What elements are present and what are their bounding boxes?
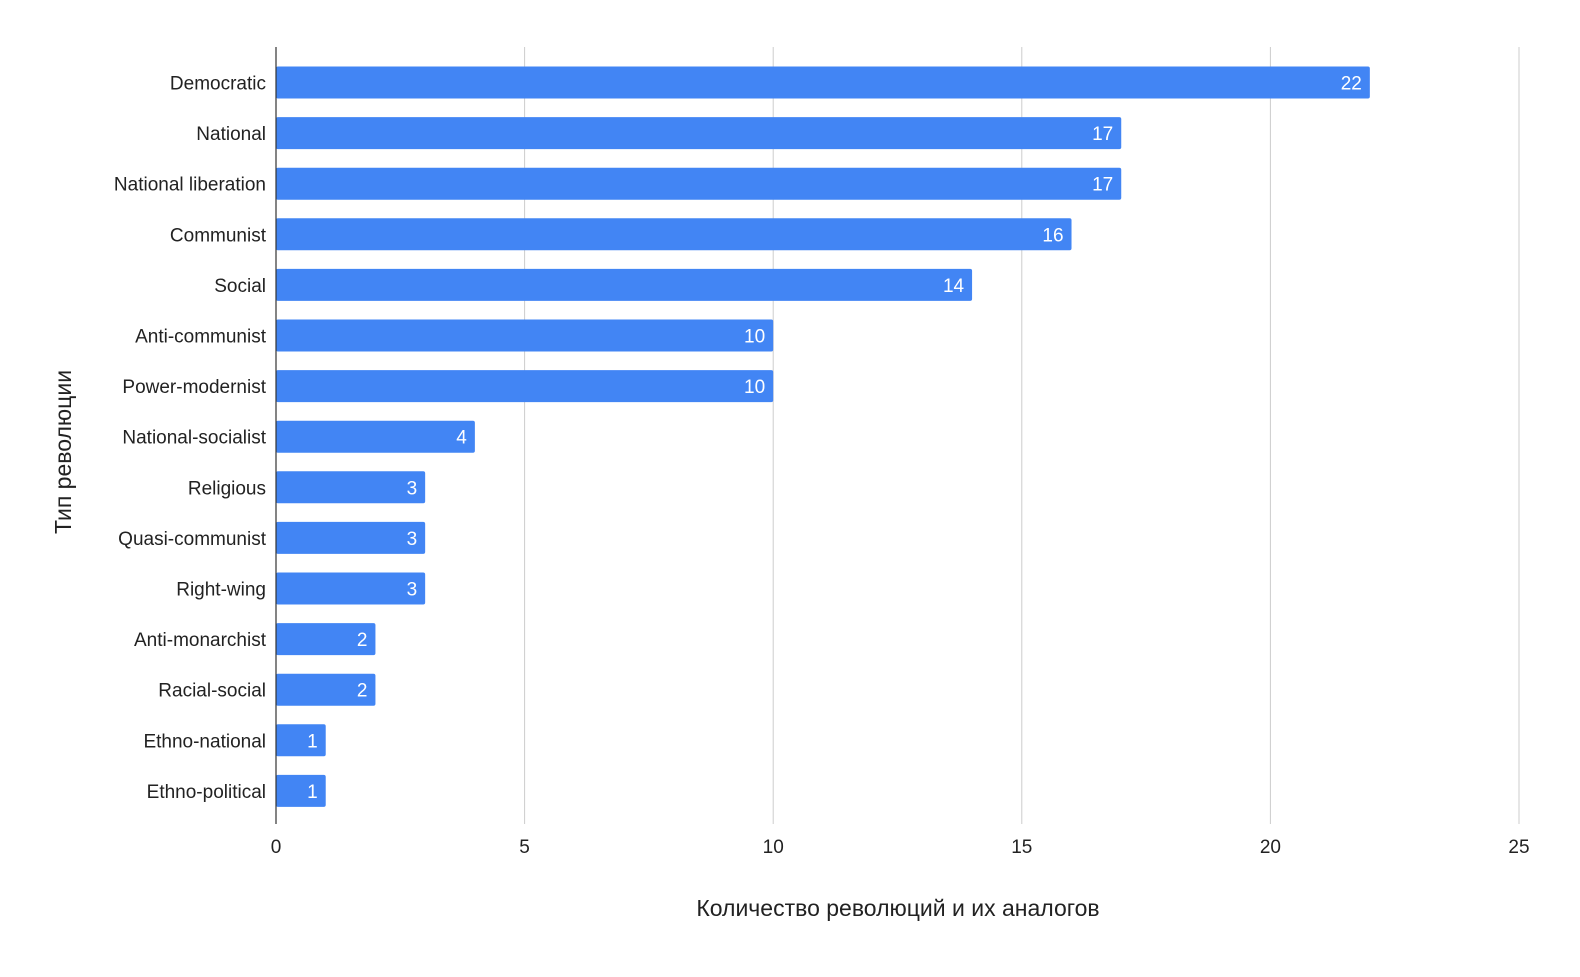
x-tick-label: 15 (1011, 837, 1032, 858)
bar (276, 420, 475, 453)
y-category-label: Ethno-political (147, 782, 266, 803)
x-tick-label: 5 (519, 837, 530, 858)
bar-value-label: 2 (357, 630, 368, 651)
bar (276, 167, 1122, 200)
bar (276, 218, 1072, 251)
bar-value-label: 4 (456, 428, 467, 449)
y-axis-title: Тип революции (50, 370, 76, 534)
y-category-label: National (196, 124, 266, 145)
bar (276, 724, 326, 757)
y-category-label: Racial-social (158, 681, 266, 702)
y-category-label: Communist (170, 225, 267, 246)
y-category-label: National liberation (114, 175, 266, 196)
bars (276, 66, 1370, 807)
bar-value-label: 10 (744, 327, 765, 348)
bar (276, 268, 973, 301)
y-category-label: Power-modernist (122, 377, 266, 398)
bar-value-label: 1 (307, 731, 318, 752)
x-tick-label: 25 (1508, 837, 1529, 858)
bar-value-label: 1 (307, 782, 318, 803)
y-category-label: Social (214, 276, 266, 297)
bar-value-label: 10 (744, 377, 765, 398)
y-category-label: Anti-communist (135, 327, 267, 348)
y-category-label: Right-wing (176, 580, 266, 601)
x-tick-label: 0 (271, 837, 282, 858)
bar-value-label: 16 (1042, 225, 1063, 246)
bar (276, 774, 326, 807)
bar (276, 623, 376, 656)
bar (276, 673, 376, 706)
bar-value-label: 17 (1092, 124, 1113, 145)
y-category-label: Democratic (170, 74, 266, 95)
bar (276, 319, 774, 352)
y-category-label: Religious (188, 478, 266, 499)
x-axis-title: Количество революций и их аналогов (696, 895, 1099, 921)
bar-value-label: 3 (407, 580, 418, 601)
bar (276, 572, 426, 605)
bar-value-label: 3 (407, 478, 418, 499)
bar-value-label: 14 (943, 276, 965, 297)
y-category-label: Anti-monarchist (134, 630, 267, 651)
y-category-label: National-socialist (122, 428, 266, 449)
x-tick-label: 10 (763, 837, 784, 858)
gridlines (524, 47, 1520, 824)
bar (276, 370, 774, 403)
bar-value-label: 3 (407, 529, 418, 550)
y-category-label: Ethno-national (143, 731, 266, 752)
bar-value-label: 2 (357, 681, 368, 702)
x-tick-label: 20 (1260, 837, 1281, 858)
bar (276, 66, 1370, 99)
bar (276, 521, 426, 554)
bar (276, 471, 426, 504)
bar-value-label: 22 (1341, 74, 1362, 95)
y-category-label: Quasi-communist (118, 529, 267, 550)
bar-value-label: 17 (1092, 175, 1113, 196)
bar (276, 117, 1122, 150)
